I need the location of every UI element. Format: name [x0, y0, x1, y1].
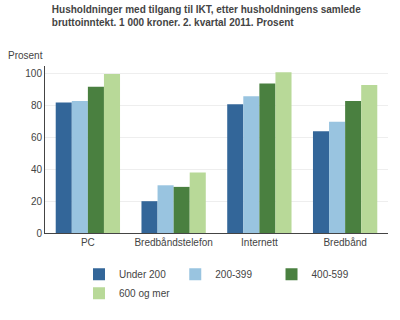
svg-text:PC: PC — [81, 237, 95, 248]
svg-text:60: 60 — [31, 132, 43, 143]
svg-text:80: 80 — [31, 100, 43, 111]
svg-text:600 og mer: 600 og mer — [119, 288, 170, 299]
svg-text:Prosent: Prosent — [8, 50, 43, 61]
svg-text:Internett: Internett — [241, 237, 278, 248]
svg-text:0: 0 — [36, 228, 42, 239]
svg-text:Under 200: Under 200 — [119, 269, 166, 280]
svg-text:20: 20 — [31, 196, 43, 207]
svg-text:Bredbånd: Bredbånd — [323, 237, 366, 248]
svg-text:40: 40 — [31, 164, 43, 175]
svg-text:Bredbåndstelefon: Bredbåndstelefon — [134, 237, 212, 248]
svg-text:100: 100 — [25, 68, 42, 79]
svg-text:400-599: 400-599 — [312, 269, 349, 280]
svg-text:200-399: 200-399 — [215, 269, 252, 280]
svg-text:Husholdninger med tilgang til: Husholdninger med tilgang til IKT, etter… — [52, 4, 361, 28]
